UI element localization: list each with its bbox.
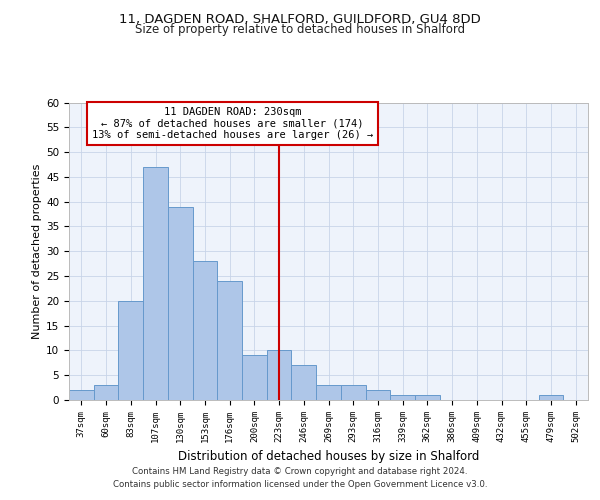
Text: 11, DAGDEN ROAD, SHALFORD, GUILDFORD, GU4 8DD: 11, DAGDEN ROAD, SHALFORD, GUILDFORD, GU… bbox=[119, 12, 481, 26]
Bar bbox=[143, 167, 168, 400]
Text: Contains public sector information licensed under the Open Government Licence v3: Contains public sector information licen… bbox=[113, 480, 487, 489]
Y-axis label: Number of detached properties: Number of detached properties bbox=[32, 164, 42, 339]
Bar bbox=[217, 281, 242, 400]
Bar bbox=[94, 385, 118, 400]
Bar bbox=[316, 385, 341, 400]
Bar bbox=[193, 261, 217, 400]
Bar bbox=[390, 395, 415, 400]
Text: 11 DAGDEN ROAD: 230sqm
← 87% of detached houses are smaller (174)
13% of semi-de: 11 DAGDEN ROAD: 230sqm ← 87% of detached… bbox=[92, 107, 373, 140]
Bar bbox=[267, 350, 292, 400]
Text: Size of property relative to detached houses in Shalford: Size of property relative to detached ho… bbox=[135, 22, 465, 36]
Bar bbox=[118, 301, 143, 400]
Bar bbox=[69, 390, 94, 400]
Bar bbox=[365, 390, 390, 400]
Bar bbox=[242, 356, 267, 400]
X-axis label: Distribution of detached houses by size in Shalford: Distribution of detached houses by size … bbox=[178, 450, 479, 464]
Bar bbox=[341, 385, 365, 400]
Bar bbox=[539, 395, 563, 400]
Bar bbox=[168, 206, 193, 400]
Bar bbox=[415, 395, 440, 400]
Bar bbox=[292, 366, 316, 400]
Text: Contains HM Land Registry data © Crown copyright and database right 2024.: Contains HM Land Registry data © Crown c… bbox=[132, 467, 468, 476]
